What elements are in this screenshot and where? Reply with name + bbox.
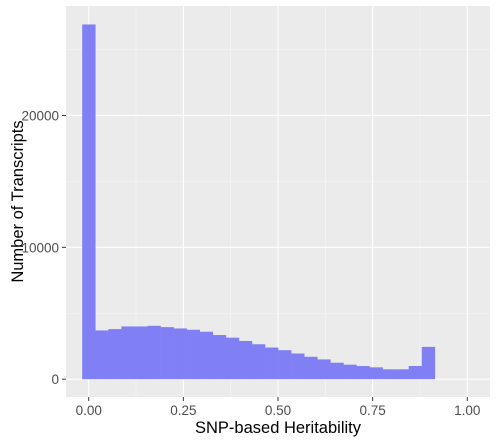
axis-layer: 0.00 0.25 0.50 0.75 1.00 0 10000 20000 <box>21 108 480 418</box>
y-axis-title: Number of Transcripts <box>9 120 27 282</box>
histogram-bar <box>82 24 96 380</box>
histogram-bar <box>186 329 201 380</box>
histogram-bar <box>134 326 148 380</box>
y-tick-label: 20000 <box>21 108 59 123</box>
histogram-bar <box>95 330 109 380</box>
histogram-bar <box>173 328 187 380</box>
histogram-bar <box>147 325 161 380</box>
histogram-bar <box>317 359 331 380</box>
x-tick-label: 0.00 <box>76 403 102 418</box>
histogram-bar <box>225 337 240 380</box>
histogram-bar <box>278 350 292 380</box>
histogram-bar <box>330 362 344 380</box>
histogram-bar <box>212 335 227 380</box>
histogram-bar <box>421 346 436 380</box>
histogram-bar <box>382 369 396 380</box>
histogram-bar <box>251 344 266 380</box>
histogram-bar <box>121 326 135 380</box>
histogram-bar <box>199 331 214 380</box>
x-tick-label: 0.50 <box>265 403 291 418</box>
bar-layer <box>82 24 436 380</box>
histogram-bar <box>108 329 122 380</box>
x-tick-label: 0.25 <box>170 403 196 418</box>
histogram-bar <box>291 353 305 380</box>
x-tick-label: 0.75 <box>360 403 386 418</box>
histogram-bar <box>343 364 357 380</box>
histogram-bar <box>265 347 279 380</box>
histogram-bar <box>369 367 383 380</box>
histogram-bar <box>408 366 423 380</box>
histogram-bar <box>238 340 253 380</box>
histogram-bar <box>304 356 318 380</box>
x-tick-label: 1.00 <box>454 403 480 418</box>
histogram-bar <box>160 327 174 380</box>
y-tick-label: 0 <box>51 372 59 387</box>
histogram-bar <box>356 366 370 380</box>
y-tick-label: 10000 <box>21 240 59 255</box>
histogram-bar <box>395 369 410 380</box>
x-axis-title: SNP-based Heritability <box>195 419 362 437</box>
